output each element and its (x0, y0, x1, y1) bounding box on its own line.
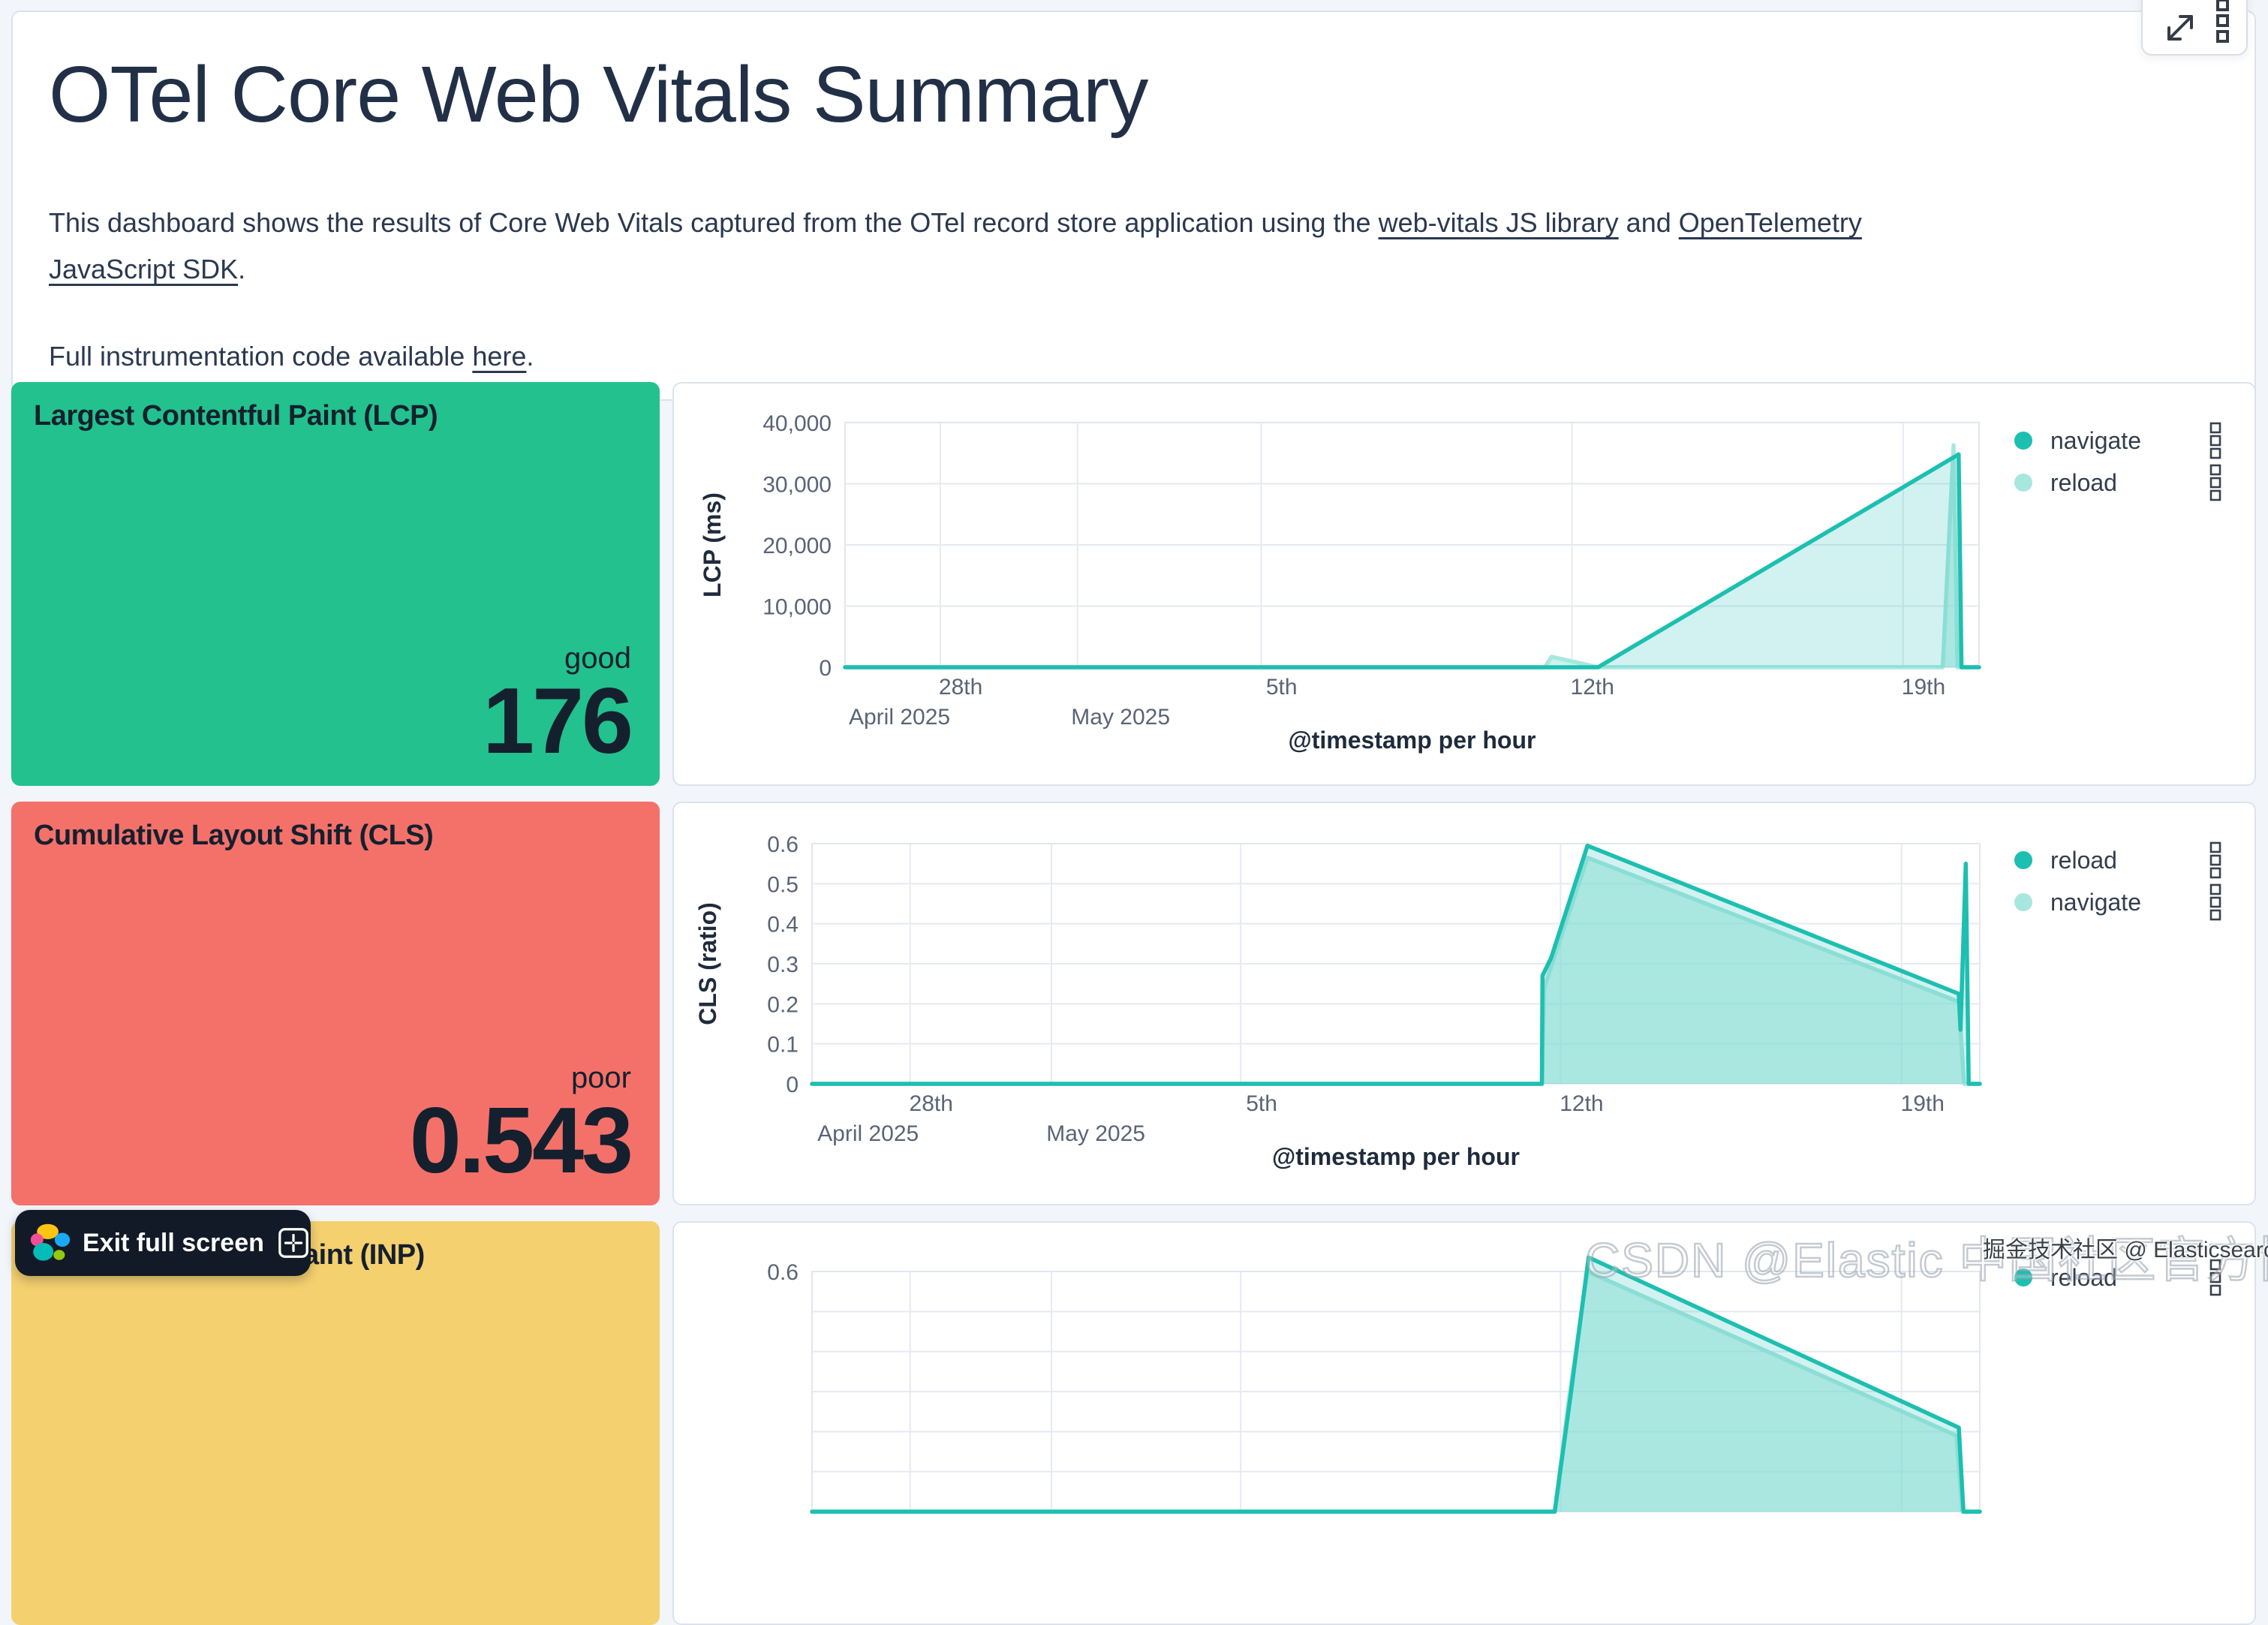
legend-label: navigate (2050, 889, 2141, 916)
y-axis-tick-label: 0.5 (767, 872, 799, 897)
x-axis-title: @timestamp per hour (1272, 1143, 1520, 1170)
y-axis-tick-label: 0.3 (767, 952, 799, 977)
legend-item-navigate[interactable]: navigate (2014, 883, 2221, 921)
dashboard-title: OTel Core Web Vitals Summary (49, 50, 1148, 139)
text-link[interactable]: web-vitals JS library (1378, 207, 1619, 238)
panel-options-icon[interactable] (2212, 0, 2234, 44)
y-axis-title: CLS (ratio) (694, 902, 721, 1025)
x-axis-month-label: April 2025 (817, 1121, 919, 1146)
text-run: Full instrumentation code available (49, 341, 473, 372)
cls-metric-card: Cumulative Layout Shift (CLS) poor 0.543 (11, 802, 660, 1205)
series-area-navigate (845, 454, 1979, 667)
text-run: . (526, 341, 534, 372)
y-axis-tick-label: 0.6 (767, 1260, 799, 1285)
cls-chart-panel: 0.6 0.5 0.4 0.3 0.2 0.1 0 28th 5th 12th 19th April … (672, 802, 2256, 1205)
metric-status-badge: poor (570, 1061, 631, 1094)
legend-options-icon[interactable] (2209, 1259, 2221, 1296)
y-axis-tick-label: 10,000 (763, 595, 832, 620)
y-axis-tick-label: 20,000 (763, 534, 832, 558)
y-axis-tick-label: 40,000 (763, 411, 832, 436)
legend-color-dot (2014, 474, 2032, 492)
metric-value: 176 (483, 670, 633, 773)
lcp-chart-panel: 40,000 30,000 20,000 10,000 0 28th 5th 12th 19th… (672, 382, 2256, 786)
x-axis-title: @timestamp per hour (1289, 727, 1536, 754)
text-run: and (1618, 207, 1679, 238)
instrumentation-note: Full instrumentation code available here… (49, 333, 534, 380)
x-axis-tick-label: 28th (939, 675, 982, 700)
y-axis-tick-label: 0.1 (767, 1033, 799, 1058)
area-chart: 0.6 0.5 0.4 0.3 0.2 0.1 0 28th 5th 12th 19th April … (694, 832, 2221, 1170)
exit-full-screen-label: Exit full screen (83, 1228, 264, 1257)
x-axis-month-label: May 2025 (1046, 1121, 1145, 1146)
legend-item-navigate[interactable]: navigate (2014, 422, 2221, 459)
elastic-logo-icon (30, 1223, 71, 1261)
y-axis-tick-label: 0.4 (767, 913, 799, 937)
inp-chart-panel: 0.6 reload (672, 1221, 2256, 1625)
y-axis-tick-label: 30,000 (763, 473, 832, 498)
legend-label: reload (2050, 469, 2117, 496)
text-link[interactable]: here (472, 341, 527, 372)
x-axis-month-label: April 2025 (849, 705, 950, 730)
x-axis-tick-label: 19th (1902, 675, 1945, 700)
panel-hover-toolbar (2141, 0, 2248, 56)
x-axis-tick-label: 5th (1266, 675, 1298, 700)
legend-options-icon[interactable] (2209, 422, 2221, 459)
x-axis-month-label: May 2025 (1071, 705, 1170, 730)
text-link[interactable]: OpenTelemetry (1678, 207, 1862, 238)
y-axis-tick-label: 0 (819, 656, 832, 681)
x-axis-tick-label: 12th (1571, 675, 1614, 700)
text-run: This dashboard shows the results of Core… (49, 207, 1379, 238)
text-run: . (238, 254, 246, 284)
series-line-navigate (843, 452, 1981, 670)
markdown-header-panel: OTel Core Web Vitals Summary This dashbo… (11, 11, 2256, 401)
legend-label: reload (2050, 1264, 2117, 1291)
legend-color-dot (2014, 893, 2032, 911)
description-line-2: JavaScript SDK. (49, 246, 1862, 293)
legend-options-icon[interactable] (2209, 883, 2221, 921)
series-line-reload (810, 843, 1982, 1086)
series-area-navigate (812, 857, 1980, 1084)
fullscreen-exit-icon (278, 1228, 308, 1258)
lcp-metric-card: Largest Contentful Paint (LCP) good 176 (11, 382, 660, 786)
metric-value: 0.543 (409, 1089, 633, 1193)
legend-item-reload[interactable]: reload (2014, 1259, 2221, 1296)
x-axis-tick-label: 12th (1560, 1091, 1603, 1116)
x-axis-tick-label: 5th (1246, 1091, 1277, 1116)
legend-label: reload (2050, 847, 2117, 874)
series-area-reload (812, 845, 1980, 1084)
dashboard-description: This dashboard shows the results of Core… (49, 200, 1862, 293)
y-axis-title: LCP (ms) (699, 492, 726, 597)
legend-color-dot (2014, 1268, 2032, 1286)
metric-status-badge: good (564, 642, 631, 675)
text-link[interactable]: JavaScript SDK (49, 254, 239, 284)
description-line-1: This dashboard shows the results of Core… (49, 200, 1862, 246)
legend-options-icon[interactable] (2209, 841, 2221, 879)
x-axis-tick-label: 28th (910, 1091, 953, 1116)
y-axis-tick-label: 0 (786, 1073, 799, 1097)
legend-color-dot (2014, 851, 2032, 869)
area-chart: 40,000 30,000 20,000 10,000 0 28th 5th 12th 19th… (699, 411, 2221, 754)
legend-item-reload[interactable]: reload (2014, 841, 2221, 879)
maximize-icon[interactable] (2155, 3, 2196, 44)
y-axis-tick-label: 0.2 (767, 992, 799, 1017)
metric-title: Cumulative Layout Shift (CLS) (34, 820, 434, 851)
x-axis-tick-label: 19th (1901, 1091, 1945, 1116)
exit-full-screen-button[interactable]: Exit full screen (15, 1210, 311, 1276)
legend-color-dot (2014, 432, 2032, 450)
legend-options-icon[interactable] (2209, 464, 2221, 501)
y-axis-tick-label: 0.6 (767, 832, 799, 857)
legend-label: navigate (2050, 427, 2141, 454)
metric-title: Largest Contentful Paint (LCP) (34, 400, 438, 432)
legend-item-reload[interactable]: reload (2014, 464, 2221, 501)
inp-metric-card: Interaction to Next Paint (INP) (11, 1221, 660, 1625)
area-chart: 0.6 reload (767, 1255, 2221, 1514)
